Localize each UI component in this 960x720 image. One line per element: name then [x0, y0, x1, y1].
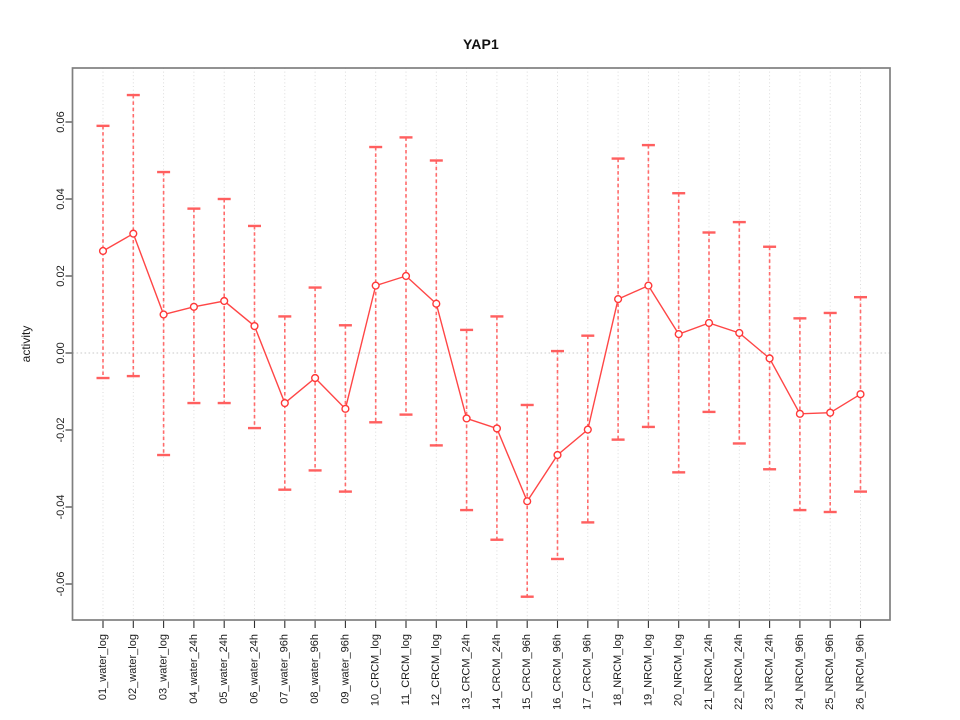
x-tick-label: 17_CRCM_96h	[582, 634, 594, 710]
y-tick-label: 0.04	[55, 188, 67, 209]
data-point-marker	[795, 409, 805, 418]
data-point-marker	[583, 425, 592, 434]
data-point-marker	[280, 398, 289, 408]
x-tick-label: 05_water_24h	[218, 634, 230, 704]
x-tick-label: 18_NRCM_log	[612, 634, 624, 706]
y-tick-label: 0.06	[55, 111, 67, 132]
y-tick-label: -0.02	[55, 417, 67, 442]
data-point-marker	[765, 354, 774, 363]
x-tick-label: 16_CRCM_96h	[551, 634, 563, 710]
x-tick-label: 11_CRCM_log	[400, 634, 412, 705]
data-point-marker	[98, 246, 108, 256]
data-point-marker	[704, 318, 714, 328]
y-tick-label: -0.06	[55, 571, 67, 596]
y-tick-label: 0.02	[55, 265, 67, 286]
x-tick-label: 19_NRCM_log	[642, 634, 654, 706]
data-point-marker	[129, 229, 138, 238]
data-point-marker	[341, 404, 350, 413]
x-tick-label: 21_NRCM_24h	[703, 634, 715, 710]
y-tick-label: -0.04	[55, 494, 67, 519]
x-tick-label: 22_NRCM_24h	[733, 634, 745, 710]
data-point-marker	[613, 295, 623, 304]
data-point-marker	[220, 296, 229, 306]
x-tick-label: 07_water_96h	[279, 634, 291, 704]
x-tick-label: 20_NRCM_log	[673, 634, 685, 706]
data-point-marker	[826, 408, 835, 417]
x-tick-label: 26_NRCM_96h	[854, 634, 866, 710]
chart-title: YAP1	[462, 36, 500, 52]
x-tick-label: 14_CRCM_24h	[491, 634, 503, 710]
x-tick-label: 15_CRCM_96h	[521, 634, 533, 710]
mean-line	[102, 232, 861, 503]
x-tick-label: 08_water_96h	[309, 634, 321, 704]
data-point-marker	[371, 281, 380, 290]
x-tick-label: 25_NRCM_96h	[824, 634, 836, 710]
data-point-marker	[250, 321, 259, 331]
x-tick-label: 10_CRCM_log	[370, 634, 382, 706]
data-point-marker	[523, 497, 532, 506]
data-point-marker	[644, 281, 653, 290]
x-tick-label: 23_NRCM_24h	[764, 634, 776, 710]
x-tick-label: 04_water_24h	[188, 634, 200, 704]
data-point-marker	[553, 450, 562, 460]
data-point-marker	[401, 271, 411, 281]
data-point-marker	[856, 390, 865, 399]
x-tick-label: 13_CRCM_24h	[461, 634, 473, 710]
x-tick-label: 03_water_log	[158, 634, 170, 700]
data-point-marker	[311, 373, 320, 383]
x-tick-label: 24_NRCM_96h	[794, 634, 806, 710]
data-point-marker	[462, 414, 471, 423]
x-tick-label: 02_water_log	[127, 634, 139, 700]
x-tick-label: 09_water_96h	[339, 634, 351, 704]
data-point-marker	[492, 424, 502, 433]
data-point-marker	[674, 330, 683, 339]
data-point-marker	[432, 299, 441, 308]
x-tick-label: 06_water_24h	[248, 634, 260, 704]
x-tick-label: 12_CRCM_log	[430, 634, 442, 706]
plot-border	[71, 67, 891, 621]
x-tick-label: 01_water_log	[97, 634, 109, 700]
data-point-marker	[159, 310, 168, 319]
y-tick-label: 0.00	[55, 342, 67, 363]
data-point-marker	[189, 302, 199, 311]
data-point-marker	[735, 328, 744, 338]
